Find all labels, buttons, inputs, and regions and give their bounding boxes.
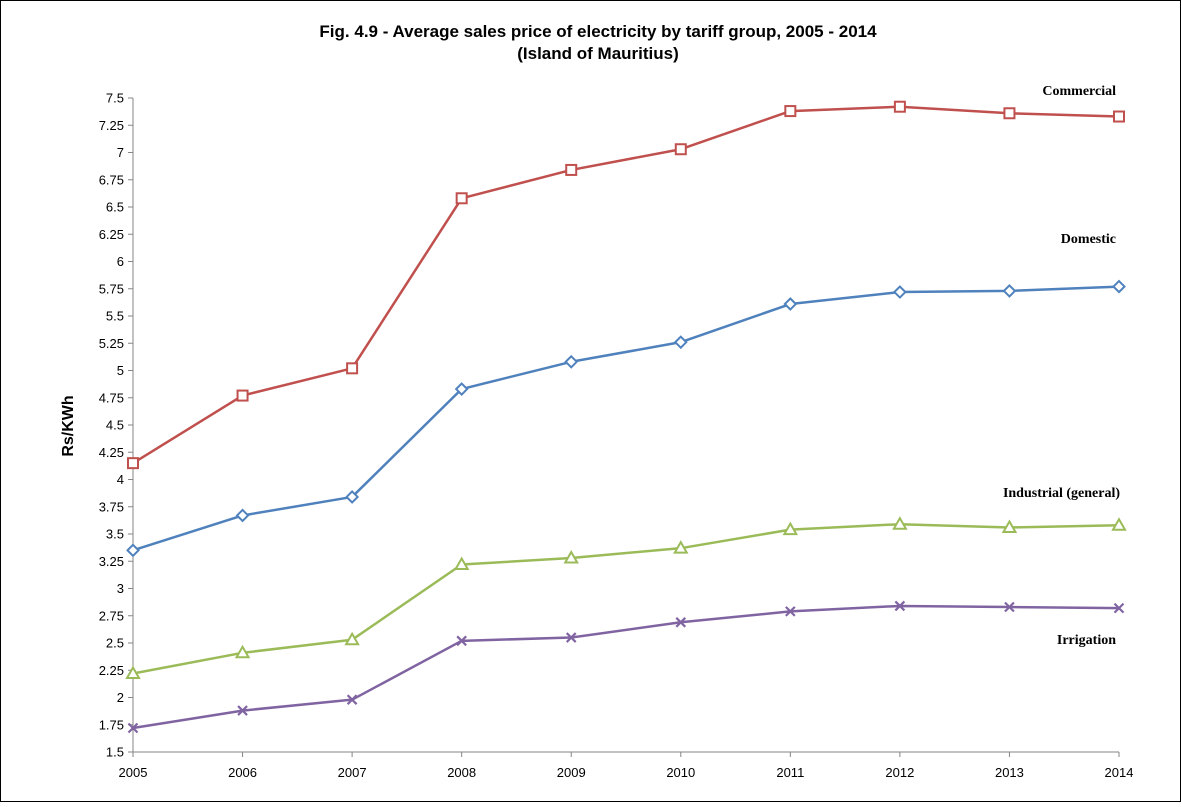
series-line <box>132 285 1120 552</box>
data-point <box>235 508 250 523</box>
y-tick-label: 5.25 <box>99 336 124 351</box>
y-tick-label: 1.5 <box>106 745 124 760</box>
data-point <box>673 540 689 554</box>
data-point <box>673 335 688 350</box>
series-triangle <box>125 516 1127 680</box>
x-tick-label: 2013 <box>995 765 1024 780</box>
data-point <box>1002 284 1017 298</box>
data-point <box>1113 110 1125 123</box>
data-point <box>453 556 470 571</box>
y-tick-label: 5.5 <box>106 309 124 324</box>
series-layer <box>125 100 1127 734</box>
x-tick-label: 2006 <box>228 765 257 780</box>
x-tick-label: 2007 <box>338 765 367 780</box>
y-tick-label: 2.25 <box>99 663 124 678</box>
y-tick-label: 3.75 <box>99 499 124 514</box>
data-point <box>892 285 907 299</box>
data-point <box>1112 279 1126 294</box>
x-tick-label: 2014 <box>1105 765 1134 780</box>
y-tick-label: 2.75 <box>99 608 124 623</box>
y-tick-label: 6.75 <box>99 172 124 187</box>
chart-title: Fig. 4.9 - Average sales price of electr… <box>319 22 877 41</box>
data-point <box>674 143 687 156</box>
data-point <box>127 457 139 470</box>
series-label: Domestic <box>1061 232 1116 247</box>
y-tick-label: 4 <box>117 472 124 487</box>
data-point <box>675 617 687 628</box>
series-square <box>127 100 1125 470</box>
y-tick-label: 3 <box>117 581 124 596</box>
x-tick-label: 2010 <box>666 765 695 780</box>
series-label: Commercial <box>1042 84 1116 99</box>
y-tick-label: 4.5 <box>106 418 124 433</box>
data-point <box>345 490 360 504</box>
y-tick-label: 4.25 <box>99 445 124 460</box>
y-tick-label: 3.5 <box>106 527 124 542</box>
x-tick-label: 2012 <box>885 765 914 780</box>
series-label: Irrigation <box>1057 633 1116 648</box>
data-point <box>782 521 799 536</box>
y-tick-label: 7.25 <box>99 118 124 133</box>
y-tick-label: 7.5 <box>106 91 124 106</box>
data-point <box>1004 601 1015 613</box>
y-axis-label: Rs/KWh <box>60 395 77 456</box>
data-point <box>1003 107 1016 120</box>
data-point <box>563 549 579 564</box>
series-line <box>132 522 1120 675</box>
chart-subtitle: (Island of Mauritius) <box>517 44 679 63</box>
data-point <box>125 665 141 680</box>
series-line <box>132 105 1120 465</box>
y-tick-label: 2.5 <box>106 636 124 651</box>
data-point <box>456 635 467 647</box>
x-tick-label: 2005 <box>119 765 148 780</box>
series-diamond <box>126 279 1126 558</box>
data-point <box>783 297 798 311</box>
data-point <box>894 600 906 612</box>
data-point <box>893 100 906 113</box>
y-tick-label: 3.25 <box>99 554 124 569</box>
data-point <box>237 705 248 716</box>
y-tick-label: 7 <box>117 145 124 160</box>
series-label: Industrial (general) <box>1003 486 1120 501</box>
data-point <box>346 362 359 375</box>
data-point <box>565 163 578 176</box>
data-point <box>564 354 579 369</box>
y-tick-label: 4.75 <box>99 390 124 405</box>
x-tick-label: 2011 <box>776 765 804 780</box>
series-x <box>127 600 1125 734</box>
y-tick-label: 5 <box>117 363 124 378</box>
axes: 1.5 1.75 2 2.25 2.5 2.75 3 3.25 3.5 3.75 4 4.25 4.5 4… <box>99 91 1134 781</box>
y-tick-label: 5.75 <box>99 281 124 296</box>
data-point <box>234 644 251 659</box>
data-point <box>1111 517 1127 531</box>
data-point <box>785 606 796 617</box>
data-point <box>346 694 358 705</box>
data-point <box>1001 519 1018 533</box>
data-point <box>784 105 797 118</box>
data-point <box>1113 602 1125 614</box>
x-tick-label: 2008 <box>447 765 476 780</box>
data-point <box>344 631 360 646</box>
data-point <box>455 192 468 205</box>
data-point <box>454 382 469 396</box>
y-tick-label: 6.5 <box>106 200 124 215</box>
y-tick-label: 6.25 <box>99 227 124 242</box>
x-tick-label: 2009 <box>557 765 586 780</box>
series-line <box>132 604 1120 730</box>
data-point <box>236 389 249 402</box>
data-point <box>565 632 577 643</box>
series-labels: Commercial Domestic Industrial (general) Ir… <box>1003 84 1120 648</box>
data-point <box>126 543 140 558</box>
y-tick-label: 1.75 <box>99 717 124 732</box>
data-point <box>127 722 139 734</box>
y-tick-label: 2 <box>117 690 124 705</box>
data-point <box>892 516 908 530</box>
y-tick-label: 6 <box>117 254 124 269</box>
